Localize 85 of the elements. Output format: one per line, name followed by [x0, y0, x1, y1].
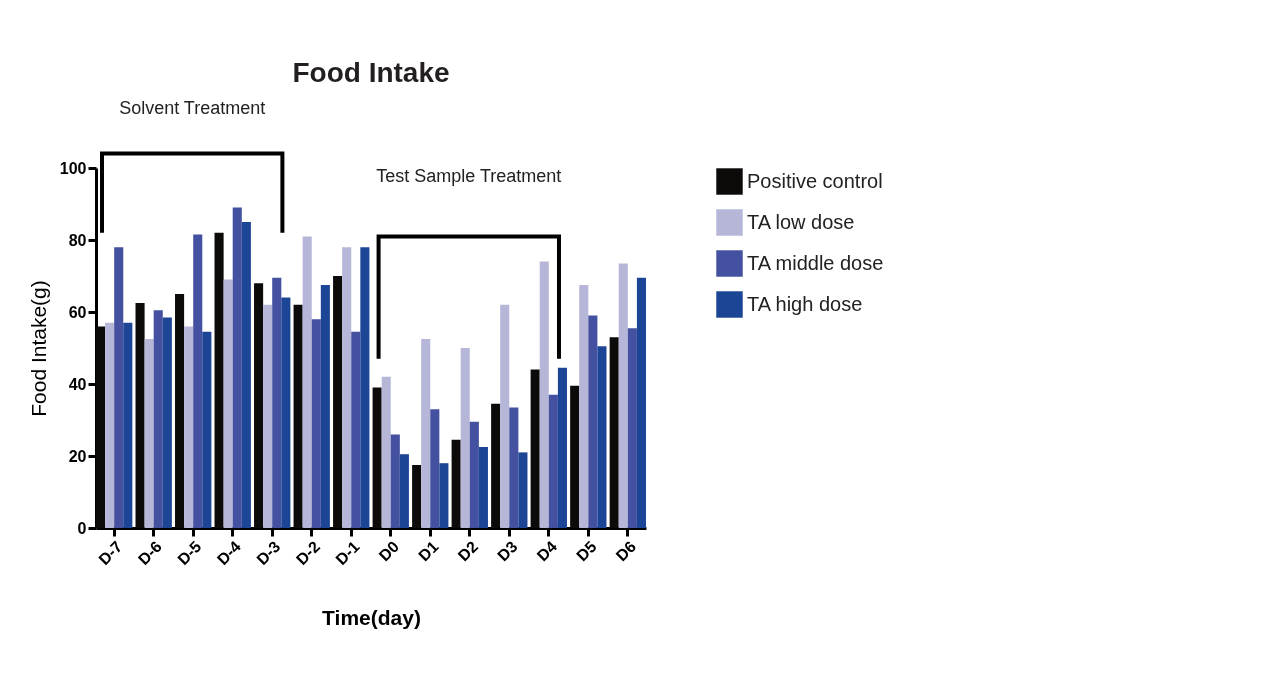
bar [548, 394, 558, 528]
x-axis-title: Time(day) [322, 606, 421, 630]
bar [609, 337, 619, 528]
x-tick-label: D3 [494, 537, 521, 565]
bar [135, 303, 145, 528]
bar [579, 285, 589, 528]
bar [390, 434, 400, 528]
bar [451, 439, 461, 528]
x-tick-label: D0 [375, 537, 403, 565]
x-tick-label: D-6 [134, 537, 166, 569]
bar [96, 326, 106, 528]
bar [320, 285, 330, 528]
bar [223, 279, 233, 528]
legend-label: TA middle dose [747, 251, 884, 274]
text: Solvent Treatment [119, 98, 266, 118]
bar [263, 304, 273, 528]
x-tick-label: D-3 [253, 537, 284, 569]
y-tick-label: 0 [77, 519, 87, 537]
bar [618, 263, 628, 528]
bar [153, 310, 163, 528]
bar [202, 331, 212, 528]
x-tick-label: D-2 [292, 537, 324, 569]
x-tick-label: D-1 [332, 537, 363, 569]
bar [360, 247, 370, 528]
bar [557, 367, 567, 528]
x-tick-label: D-4 [213, 537, 245, 569]
bar [491, 403, 501, 528]
x-tick-label: D4 [533, 537, 561, 565]
bar [272, 277, 282, 528]
x-tick-label: D5 [573, 537, 600, 565]
bar [241, 222, 251, 528]
bar [193, 234, 203, 528]
x-tick-label: D2 [454, 537, 482, 565]
bar [302, 236, 312, 528]
bar [460, 348, 470, 528]
bar [381, 376, 391, 528]
bar [144, 339, 154, 528]
bar [184, 326, 194, 528]
bar [175, 294, 185, 528]
bar [439, 463, 449, 528]
bar [430, 409, 440, 528]
legend-label: TA high dose [747, 292, 863, 315]
bar [123, 322, 133, 528]
chart-title: Food Intake [292, 57, 450, 88]
y-tick-label: 100 [59, 159, 87, 177]
bar [469, 421, 479, 528]
bar [518, 452, 528, 528]
bar [372, 387, 382, 528]
bar [281, 297, 291, 528]
x-tick-label: D-7 [95, 537, 126, 569]
bar [588, 315, 598, 528]
bar [214, 232, 224, 528]
bar [509, 407, 519, 528]
bar [636, 277, 646, 528]
bar [539, 261, 549, 528]
bar [333, 276, 343, 528]
bar [342, 247, 352, 528]
bar [254, 283, 264, 528]
y-tick-label: 60 [68, 303, 87, 321]
y-axis-title: Food Intake(g) [26, 280, 50, 417]
y-tick-label: 20 [68, 447, 87, 465]
bar [114, 247, 124, 528]
bar [105, 322, 115, 528]
bar [421, 339, 431, 528]
x-tick-label: D1 [415, 537, 442, 565]
legend-label: TA low dose [747, 210, 855, 233]
legend-label: Positive control [747, 169, 883, 192]
bar [399, 454, 409, 528]
bar [597, 346, 607, 528]
x-tick-label: D-5 [174, 537, 205, 569]
x-tick-label: D6 [612, 537, 640, 565]
bar [351, 331, 361, 528]
bar [478, 447, 488, 528]
bar [530, 369, 540, 528]
bar [570, 385, 580, 528]
bar [232, 207, 242, 528]
annotation: Test Sample Treatment [376, 166, 562, 187]
bar [311, 319, 321, 528]
bar [162, 317, 172, 528]
y-tick-label: 80 [68, 231, 87, 249]
bar [627, 328, 637, 528]
bar [293, 304, 303, 528]
bar [412, 465, 422, 528]
y-tick-label: 40 [68, 375, 87, 393]
bar [500, 304, 510, 528]
